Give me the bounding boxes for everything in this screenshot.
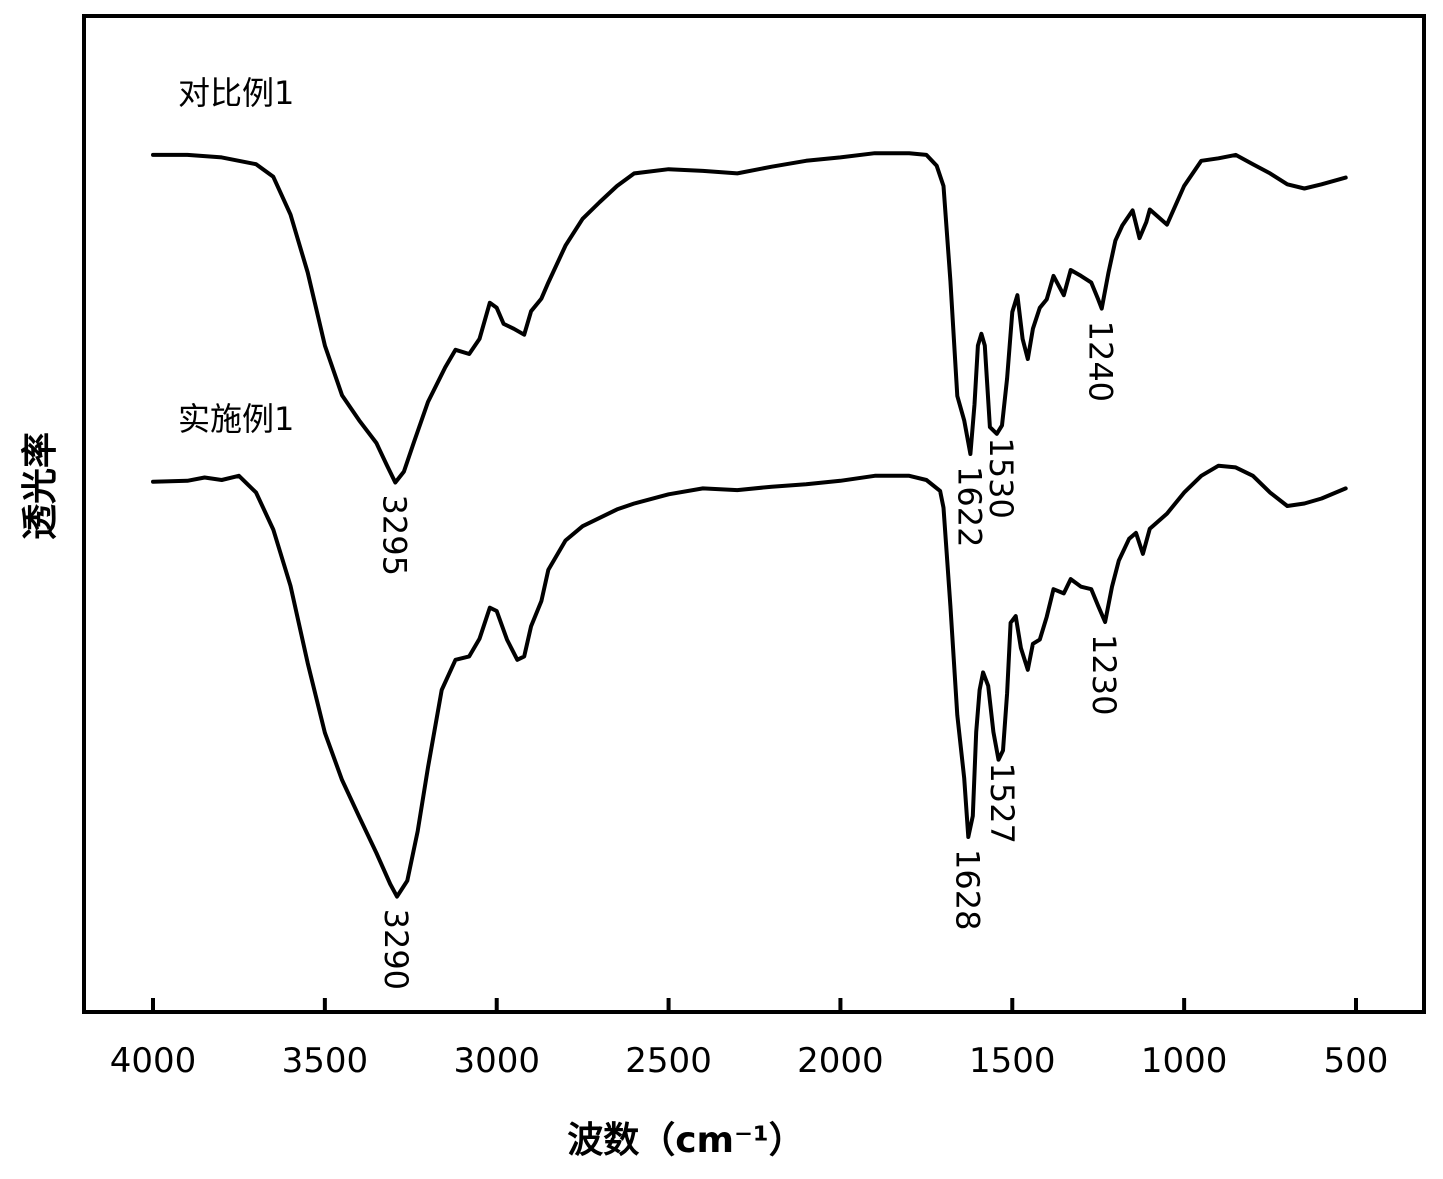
spectra <box>153 153 1346 896</box>
peak-label: 1527 <box>983 763 1021 844</box>
series-label-2: 实施例1 <box>178 400 294 438</box>
x-axis-tick-labels: 4000 3500 3000 2500 2000 1500 1000 500 <box>110 1041 1389 1081</box>
x-tick-label: 500 <box>1324 1041 1389 1081</box>
x-tick-label: 3000 <box>453 1041 540 1081</box>
x-tick-label: 4000 <box>110 1041 197 1081</box>
x-axis-title: 波数（cm⁻¹） <box>567 1120 805 1161</box>
x-tick-label: 2000 <box>797 1041 884 1081</box>
peak-label: 1230 <box>1085 634 1123 715</box>
peak-label: 1240 <box>1082 321 1120 402</box>
x-tick-label: 2500 <box>625 1041 712 1081</box>
peak-label: 1530 <box>982 437 1020 518</box>
x-tick-label: 1000 <box>1141 1041 1228 1081</box>
series-label-1: 对比例1 <box>178 74 294 112</box>
series-line-1 <box>153 153 1346 482</box>
series-line-2 <box>153 466 1346 897</box>
peak-label: 3295 <box>375 495 413 576</box>
x-tick-label: 1500 <box>969 1041 1056 1081</box>
plot-frame <box>84 16 1424 1012</box>
peak-label: 1628 <box>948 849 986 930</box>
x-tick-label: 3500 <box>282 1041 369 1081</box>
y-axis-title: 透光率 <box>20 432 61 540</box>
x-axis-ticks <box>153 998 1356 1012</box>
peak-label: 3290 <box>377 909 415 990</box>
series-labels: 对比例1 实施例1 <box>178 74 294 438</box>
